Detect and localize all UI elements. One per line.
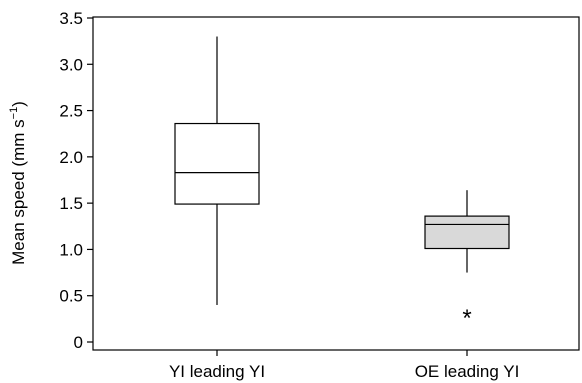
y-axis-title-superscript: −1 bbox=[8, 107, 20, 120]
y-tick-label: 0.5 bbox=[59, 287, 83, 306]
y-tick-label: 2.5 bbox=[59, 102, 83, 121]
plot-frame bbox=[92, 16, 580, 351]
box bbox=[424, 215, 510, 250]
y-axis-title-main: Mean speed (mm s bbox=[9, 119, 28, 265]
y-axis: 0 0.5 1.0 1.5 2.0 2.5 3.0 3.5 bbox=[59, 9, 93, 352]
y-axis-title-close: ) bbox=[9, 101, 28, 107]
x-axis: YI leading YI OE leading YI bbox=[169, 350, 519, 381]
x-category-label: OE leading YI bbox=[415, 362, 520, 381]
y-tick-label: 1.5 bbox=[59, 194, 83, 213]
y-tick-label: 2.0 bbox=[59, 148, 83, 167]
box bbox=[174, 122, 260, 205]
outlier-marker: * bbox=[462, 305, 471, 332]
y-axis-title: Mean speed (mm s−1) bbox=[8, 101, 28, 265]
y-tick-label: 3.5 bbox=[59, 9, 83, 28]
boxes: * bbox=[174, 36, 510, 332]
y-tick-label: 1.0 bbox=[59, 240, 83, 259]
y-tick-label: 3.0 bbox=[59, 55, 83, 74]
x-category-label: YI leading YI bbox=[169, 362, 265, 381]
y-tick-label: 0 bbox=[74, 333, 83, 352]
